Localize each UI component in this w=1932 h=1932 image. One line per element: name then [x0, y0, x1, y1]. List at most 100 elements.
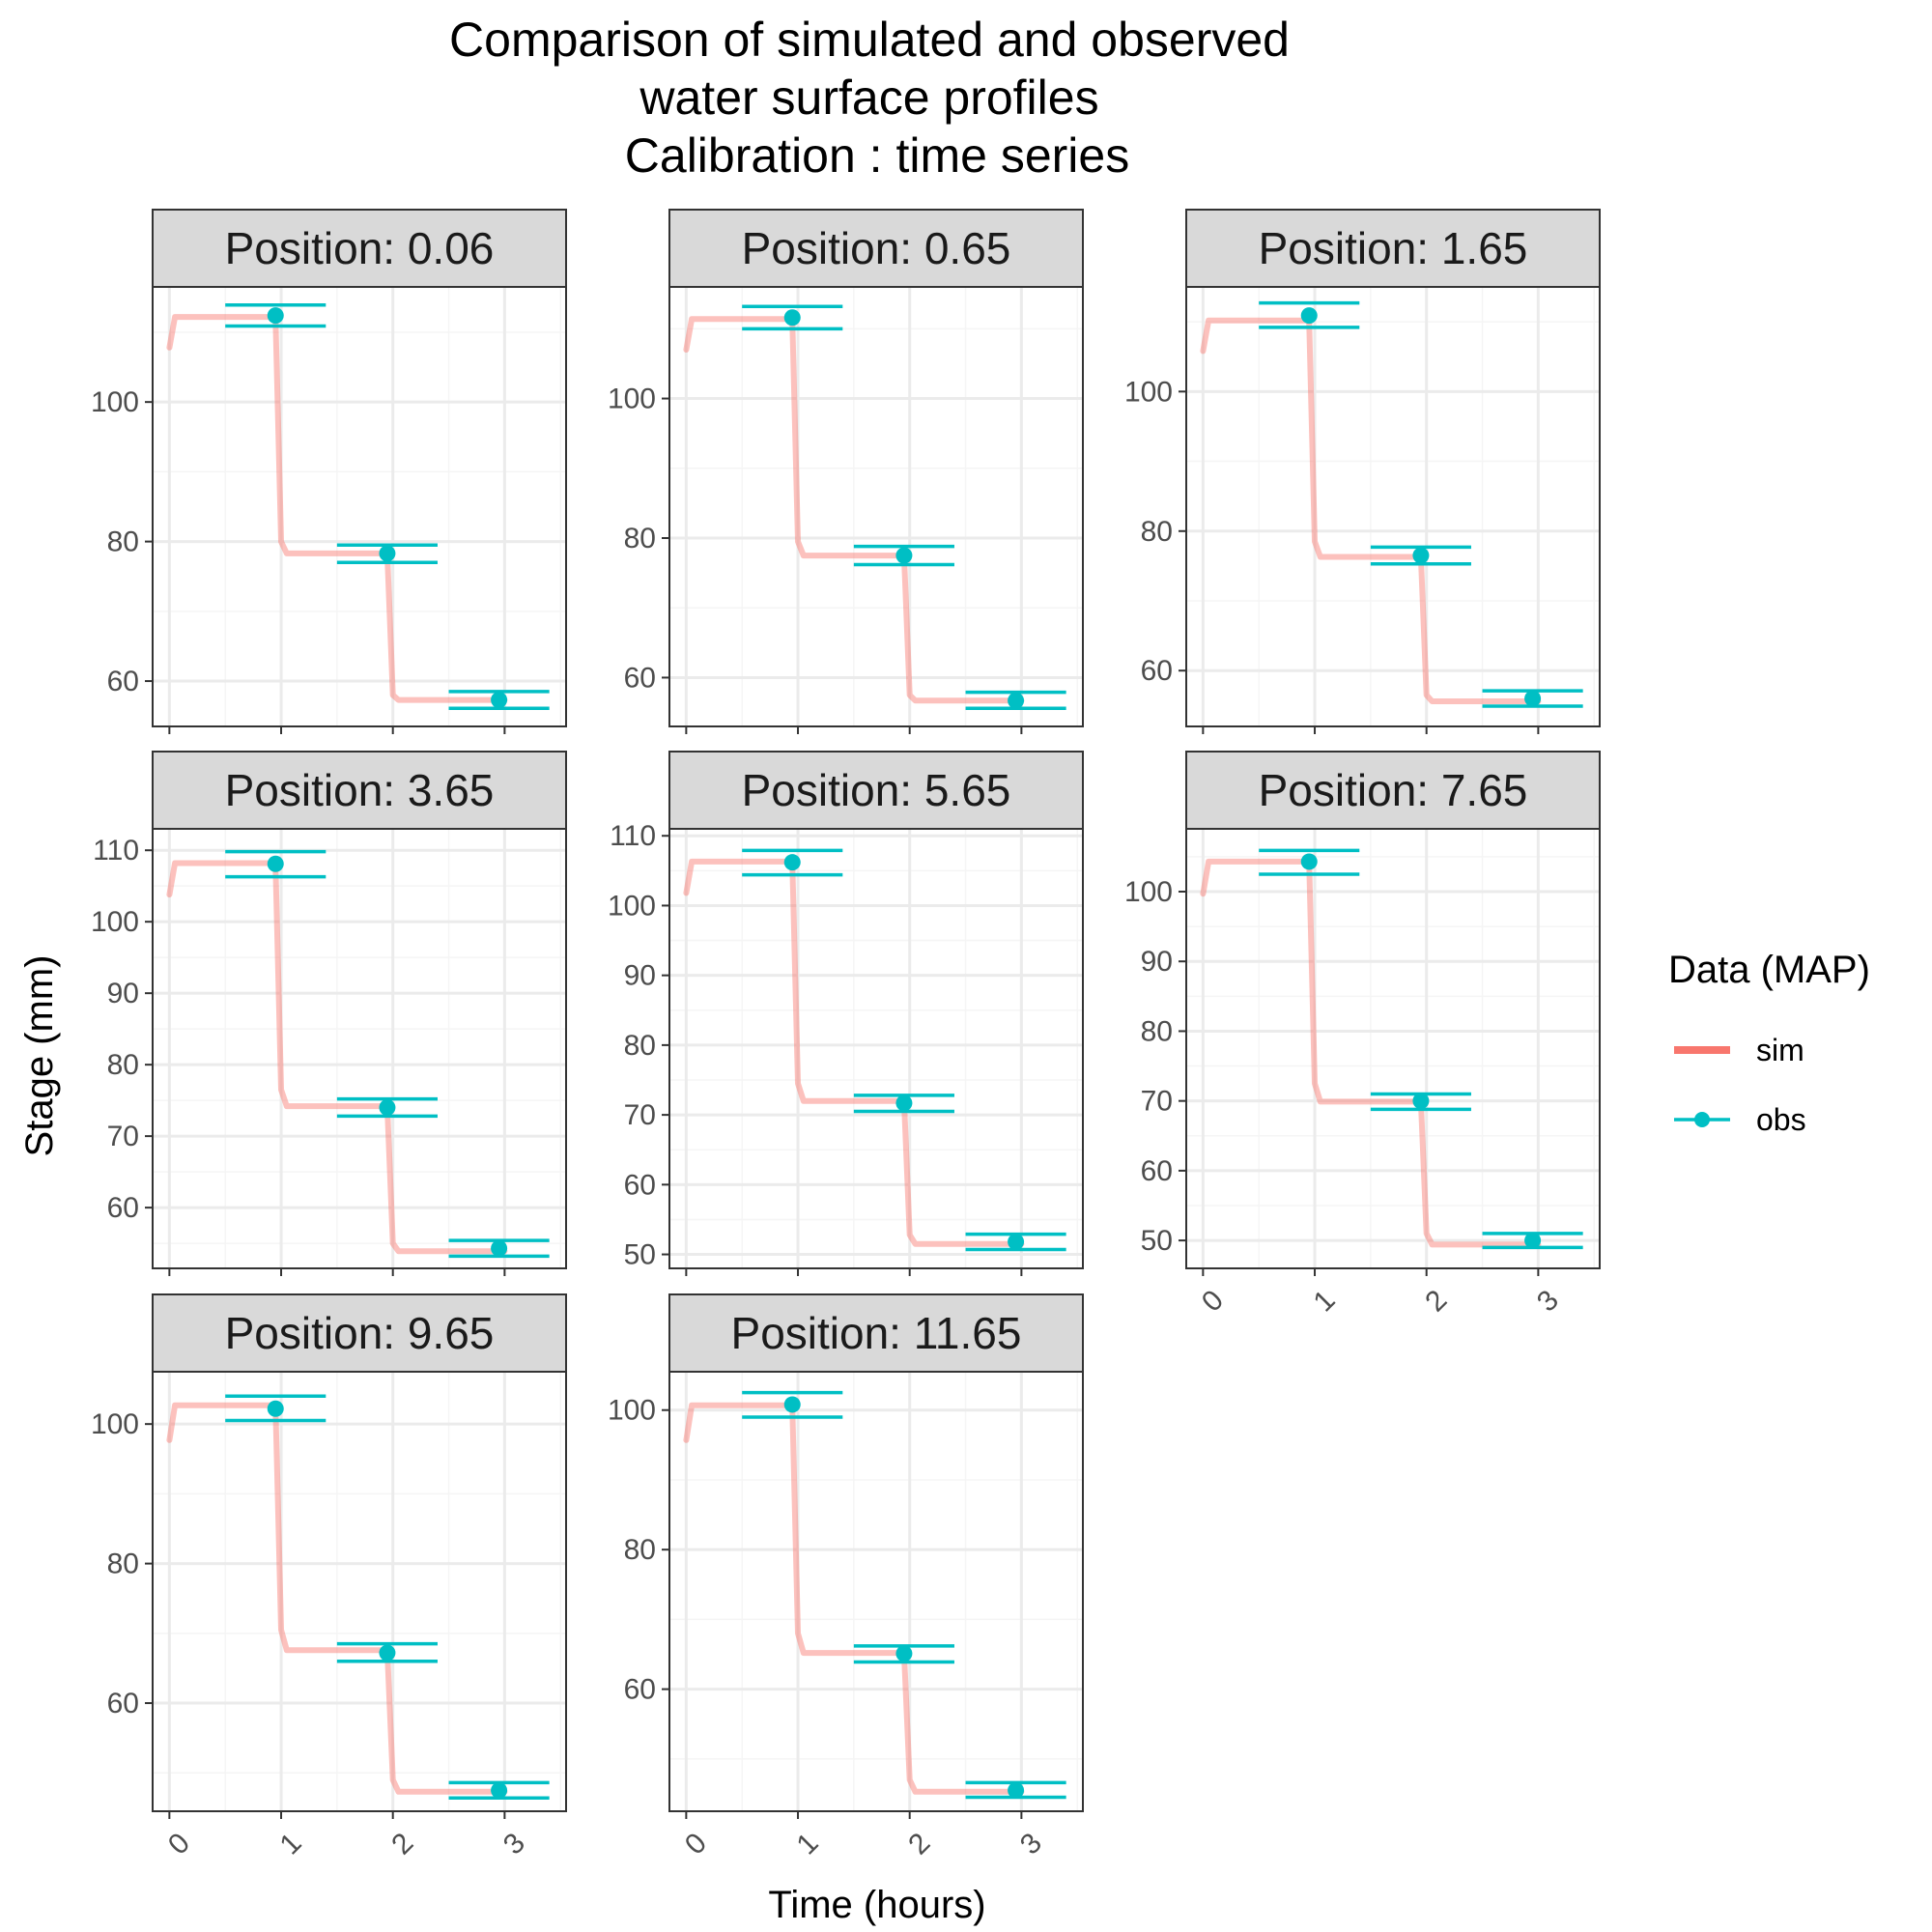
y-tick-label: 100 — [1124, 876, 1173, 908]
y-tick-label: 80 — [624, 1534, 656, 1566]
y-axis-title: Stage (mm) — [18, 955, 61, 1157]
obs-point — [783, 854, 801, 871]
obs-point — [1412, 1093, 1430, 1110]
facet-panel: Position: 0.65 60 80 100 — [608, 209, 1084, 734]
facet-panel: Position: 5.65 50 60 70 80 90 100 110 — [608, 751, 1084, 1276]
panel-border — [152, 286, 567, 727]
y-tick-label: 100 — [91, 386, 139, 418]
plot-background — [153, 829, 566, 1268]
y-tick-label: 80 — [1141, 516, 1173, 548]
x-tick-label: 0 — [679, 1827, 713, 1861]
obs-point — [1524, 1232, 1542, 1249]
panel-border — [1185, 828, 1601, 1269]
y-tick-label: 100 — [91, 906, 139, 938]
facet-strip — [1185, 751, 1601, 830]
obs-point — [783, 309, 801, 327]
legend-key-obs-point — [1694, 1112, 1710, 1127]
facet-strip — [152, 209, 567, 288]
x-tick-label: 2 — [902, 1827, 936, 1861]
facet-strip-label: Position: 0.06 — [225, 223, 495, 273]
y-tick-label: 110 — [610, 820, 656, 852]
legend-label-obs: obs — [1756, 1102, 1806, 1137]
obs-point — [491, 1781, 508, 1799]
facet-strip-label: Position: 3.65 — [225, 765, 495, 815]
facet-panel: Position: 9.65 60 80 100 0 1 2 3 — [91, 1293, 567, 1861]
plot-background — [1186, 287, 1600, 726]
chart-title-line-3: Calibration : time series — [625, 128, 1129, 183]
facet-strip-label: Position: 0.65 — [742, 223, 1011, 273]
obs-point — [783, 1396, 801, 1413]
y-tick-label: 60 — [1141, 655, 1173, 687]
chart-title-line-1: Comparison of simulated and observed — [449, 13, 1290, 67]
y-tick-label: 80 — [107, 526, 139, 558]
panel-border — [668, 1371, 1084, 1812]
sim-series-line — [683, 316, 1025, 704]
sim-series-line — [166, 1402, 508, 1795]
plot-background — [1186, 829, 1600, 1268]
x-tick-label: 2 — [1419, 1284, 1453, 1318]
x-tick-label: 3 — [1014, 1827, 1048, 1861]
y-tick-label: 80 — [107, 1548, 139, 1580]
obs-point — [1300, 307, 1318, 325]
panel-border — [152, 828, 567, 1269]
obs-point — [1008, 692, 1025, 709]
y-tick-label: 90 — [107, 978, 139, 1009]
y-tick-label: 90 — [624, 960, 656, 992]
panel-border — [1185, 286, 1601, 727]
facet-panel: Position: 0.06 60 80 100 — [91, 209, 567, 734]
obs-point — [1524, 690, 1542, 707]
y-tick-label: 100 — [608, 1395, 656, 1427]
y-tick-label: 60 — [107, 1192, 139, 1224]
x-tick-label: 0 — [162, 1827, 196, 1861]
legend-title: Data (MAP) — [1668, 949, 1870, 991]
obs-point — [895, 547, 913, 564]
y-tick-label: 100 — [91, 1408, 139, 1440]
y-tick-label: 100 — [608, 384, 656, 415]
x-tick-label: 1 — [274, 1827, 308, 1861]
plot-background — [669, 829, 1083, 1268]
panel-border — [152, 1371, 567, 1812]
x-axis-title: Time (hours) — [768, 1884, 985, 1926]
panel-border — [668, 286, 1084, 727]
obs-point — [1008, 1781, 1025, 1799]
obs-point — [491, 692, 508, 709]
obs-point — [267, 1400, 284, 1417]
x-tick-label: 1 — [1308, 1284, 1342, 1318]
sim-series-line — [1200, 317, 1542, 704]
sim-series-line — [166, 314, 508, 703]
obs-point — [267, 307, 284, 325]
facet-strip-label: Position: 11.65 — [731, 1308, 1022, 1358]
y-tick-label: 50 — [624, 1239, 656, 1271]
chart-title: Comparison of simulated and observed wat… — [449, 13, 1290, 183]
y-tick-label: 80 — [107, 1049, 139, 1081]
facet-strip-label: Position: 9.65 — [225, 1308, 495, 1358]
y-tick-label: 80 — [1141, 1015, 1173, 1047]
plot-background — [669, 1372, 1083, 1811]
y-tick-label: 70 — [1141, 1086, 1173, 1118]
plot-background — [153, 287, 566, 726]
y-tick-label: 60 — [1141, 1155, 1173, 1187]
obs-point — [1300, 853, 1318, 870]
y-tick-label: 110 — [93, 835, 139, 867]
sim-series-line — [166, 860, 508, 1255]
y-tick-label: 50 — [1141, 1225, 1173, 1257]
x-tick-label: 0 — [1196, 1284, 1230, 1318]
x-tick-label: 1 — [791, 1827, 825, 1861]
obs-point — [895, 1094, 913, 1112]
facet-panel: Position: 3.65 60 70 80 90 100 110 — [91, 751, 567, 1276]
obs-point — [1412, 547, 1430, 564]
obs-point — [379, 1099, 396, 1117]
facet-panel: Position: 11.65 60 80 100 0 1 2 3 — [608, 1293, 1084, 1861]
sim-series-line — [683, 858, 1025, 1247]
obs-point — [1008, 1234, 1025, 1251]
y-tick-label: 70 — [107, 1121, 139, 1152]
y-tick-label: 90 — [1141, 946, 1173, 978]
obs-point — [895, 1645, 913, 1662]
facet-strip-label: Position: 1.65 — [1259, 223, 1528, 273]
y-tick-label: 60 — [107, 1688, 139, 1719]
facet-strip — [152, 751, 567, 830]
facet-strip-label: Position: 7.65 — [1259, 765, 1528, 815]
obs-point — [267, 855, 284, 872]
facet-strip — [1185, 209, 1601, 288]
